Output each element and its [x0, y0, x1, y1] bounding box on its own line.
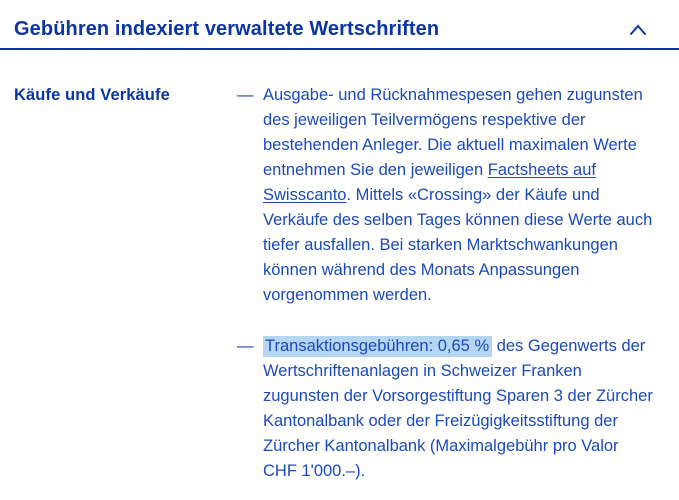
text-segment: . Mittels «Crossing» der Käufe und Verkä…: [263, 186, 653, 304]
row-label: Käufe und Verkäufe: [14, 86, 170, 104]
text-segment: des Gegenwerts der Wertschriftenanlagen …: [263, 337, 653, 480]
list-item-marker: —: [237, 86, 254, 104]
list-item-marker: —: [237, 337, 254, 355]
factsheets-link[interactable]: Factsheets auf Swisscanto: [263, 161, 596, 204]
list-item-text: Ausgabe- und Rücknahmespesen gehen zugun…: [263, 83, 655, 308]
section-title: Gebühren indexiert verwaltete Wertschrif…: [14, 18, 440, 40]
chevron-up-icon[interactable]: [629, 23, 647, 36]
fee-list: — Ausgabe- und Rücknahmespesen gehen zugu…: [237, 83, 655, 484]
text-segment: Ausgabe- und Rücknahmespesen gehen zugun…: [263, 86, 643, 179]
highlighted-text: Transaktionsgebühren: 0,65 %: [263, 336, 493, 357]
list-item: — Transaktionsgebühren: 0,65 % des Gegenw…: [237, 334, 655, 484]
accordion-header[interactable]: Gebühren indexiert verwaltete Wertschrif…: [0, 0, 679, 50]
list-item-text: Transaktionsgebühren: 0,65 % des Gegenwe…: [263, 334, 655, 484]
fees-section: Käufe und Verkäufe — Ausgabe- und Rücknah…: [0, 83, 679, 484]
list-item: — Ausgabe- und Rücknahmespesen gehen zugu…: [237, 83, 655, 308]
